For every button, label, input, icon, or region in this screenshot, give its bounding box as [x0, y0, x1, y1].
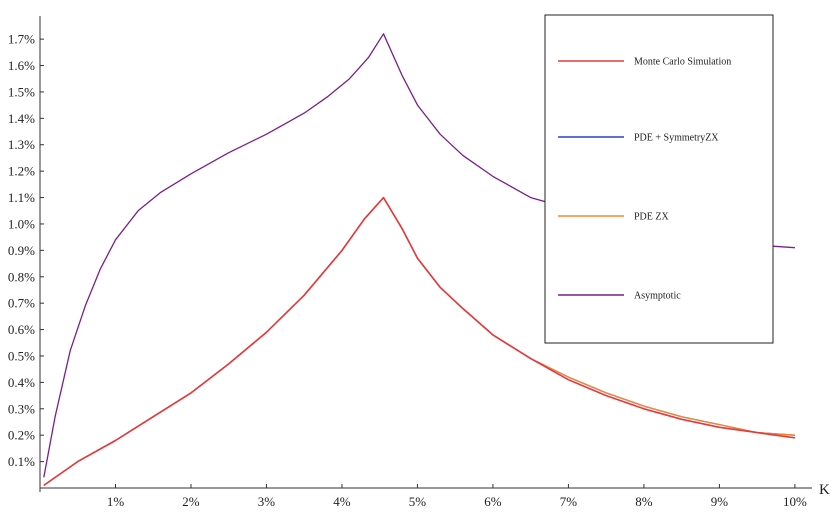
- x-tick-label: 3%: [258, 494, 276, 509]
- y-tick-label: 1.2%: [8, 164, 35, 179]
- x-tick-label: 1%: [107, 494, 125, 509]
- y-tick-label: 1.1%: [8, 190, 35, 205]
- y-axis-ticks: 0.1% 0.2% 0.3% 0.4% 0.5% 0.6% 0.7% 0.8% 0.9% 1.0%…: [8, 32, 44, 469]
- x-tick-label: 7%: [560, 494, 578, 509]
- y-tick-label: 0.9%: [8, 243, 35, 258]
- y-tick-label: 0.4%: [8, 375, 35, 390]
- y-tick-label: 1.7%: [8, 32, 35, 47]
- y-tick-label: 0.7%: [8, 296, 35, 311]
- y-tick-label: 0.5%: [8, 348, 35, 363]
- x-tick-label: 10%: [783, 494, 807, 509]
- x-tick-label: 8%: [635, 494, 653, 509]
- legend-box: [544, 14, 774, 344]
- x-tick-label: 5%: [409, 494, 427, 509]
- legend-entry-label: Asymptotic: [634, 291, 681, 302]
- y-tick-label: 0.6%: [8, 322, 35, 337]
- y-tick-label: 0.1%: [8, 454, 35, 469]
- y-tick-label: 0.3%: [8, 401, 35, 416]
- x-tick-label: 6%: [484, 494, 502, 509]
- y-tick-label: 1.6%: [8, 58, 35, 73]
- y-tick-label: 1.5%: [8, 84, 35, 99]
- x-axis-ticks: 1% 2% 3% 4% 5% 6% 7% 8% 9% 10%: [107, 484, 807, 509]
- legend-entry-label: PDE ZX: [634, 212, 670, 223]
- x-tick-label: 4%: [333, 494, 351, 509]
- x-tick-label: 2%: [182, 494, 200, 509]
- x-tick-label: 9%: [711, 494, 729, 509]
- legend-entry-label: PDE + SymmetryZX: [634, 133, 719, 144]
- y-tick-label: 1.3%: [8, 137, 35, 152]
- legend-entry-label: Monte Carlo Simulation: [634, 57, 731, 68]
- x-axis-label: K: [819, 482, 830, 498]
- y-tick-label: 0.2%: [8, 428, 35, 443]
- chart-legend: Monte Carlo Simulation PDE + SymmetryZX PD…: [544, 14, 774, 344]
- y-tick-label: 0.8%: [8, 269, 35, 284]
- series-line-monte-carlo-simulation: [43, 196, 796, 487]
- y-tick-label: 1.0%: [8, 216, 35, 231]
- chart-axes: [39, 16, 812, 492]
- y-tick-label: 1.4%: [8, 111, 35, 126]
